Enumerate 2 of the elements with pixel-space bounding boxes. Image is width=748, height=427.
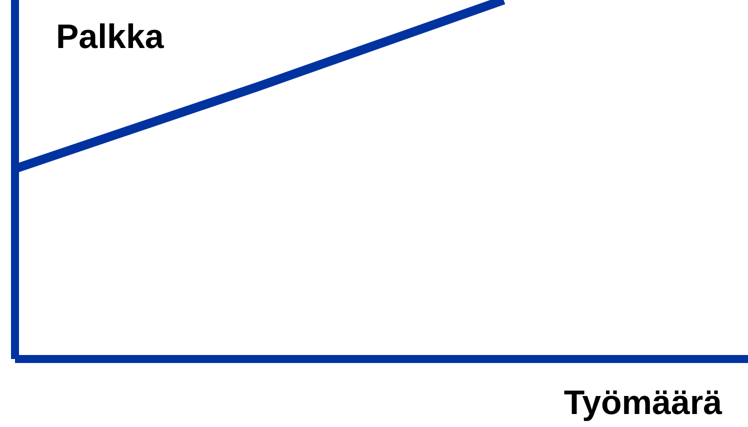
- y-axis-title: Palkka: [56, 18, 164, 57]
- x-axis-title: Työmäärä: [564, 384, 722, 423]
